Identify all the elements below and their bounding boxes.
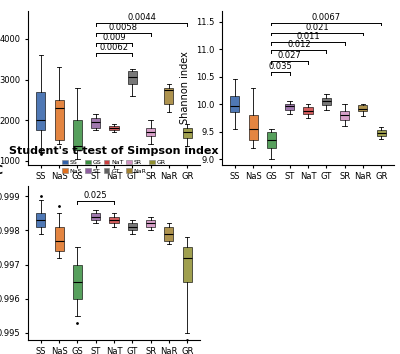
PathPatch shape	[285, 104, 294, 110]
PathPatch shape	[377, 130, 386, 136]
PathPatch shape	[91, 213, 100, 220]
PathPatch shape	[230, 96, 239, 112]
PathPatch shape	[36, 213, 45, 227]
Text: A: A	[0, 0, 3, 2]
Text: 0.011: 0.011	[296, 32, 320, 41]
Text: 0.012: 0.012	[287, 40, 311, 50]
PathPatch shape	[128, 72, 137, 84]
PathPatch shape	[128, 223, 137, 230]
Text: C: C	[0, 164, 3, 177]
PathPatch shape	[340, 111, 349, 120]
PathPatch shape	[91, 118, 100, 128]
PathPatch shape	[54, 227, 64, 251]
Text: 0.035: 0.035	[269, 62, 292, 72]
PathPatch shape	[183, 247, 192, 282]
Text: 0.025: 0.025	[84, 192, 108, 200]
PathPatch shape	[110, 217, 118, 223]
PathPatch shape	[164, 88, 174, 104]
Text: 0.0062: 0.0062	[100, 44, 128, 52]
Text: 0.0044: 0.0044	[127, 13, 156, 22]
Y-axis label: Shannon index: Shannon index	[180, 51, 190, 124]
Text: 0.0058: 0.0058	[109, 23, 138, 32]
PathPatch shape	[358, 105, 368, 111]
PathPatch shape	[110, 126, 118, 130]
PathPatch shape	[267, 132, 276, 148]
Text: 0.0067: 0.0067	[312, 13, 341, 22]
PathPatch shape	[304, 107, 312, 114]
PathPatch shape	[164, 227, 174, 241]
PathPatch shape	[146, 128, 155, 136]
PathPatch shape	[73, 120, 82, 150]
PathPatch shape	[248, 115, 258, 140]
PathPatch shape	[146, 220, 155, 227]
PathPatch shape	[54, 100, 64, 140]
Text: 0.021: 0.021	[305, 23, 329, 32]
PathPatch shape	[73, 264, 82, 299]
Legend: SS, NaS, GS, ST, NaT, GT, SR, NaR, GR: SS, NaS, GS, ST, NaT, GT, SR, NaR, GR	[62, 160, 166, 174]
PathPatch shape	[183, 128, 192, 138]
PathPatch shape	[322, 97, 331, 105]
Text: 0.027: 0.027	[278, 51, 302, 61]
Text: 0.009: 0.009	[102, 33, 126, 42]
Title: Student's t-test of Simpson index: Student's t-test of Simpson index	[9, 146, 219, 156]
PathPatch shape	[36, 92, 45, 130]
Text: B: B	[188, 0, 197, 2]
